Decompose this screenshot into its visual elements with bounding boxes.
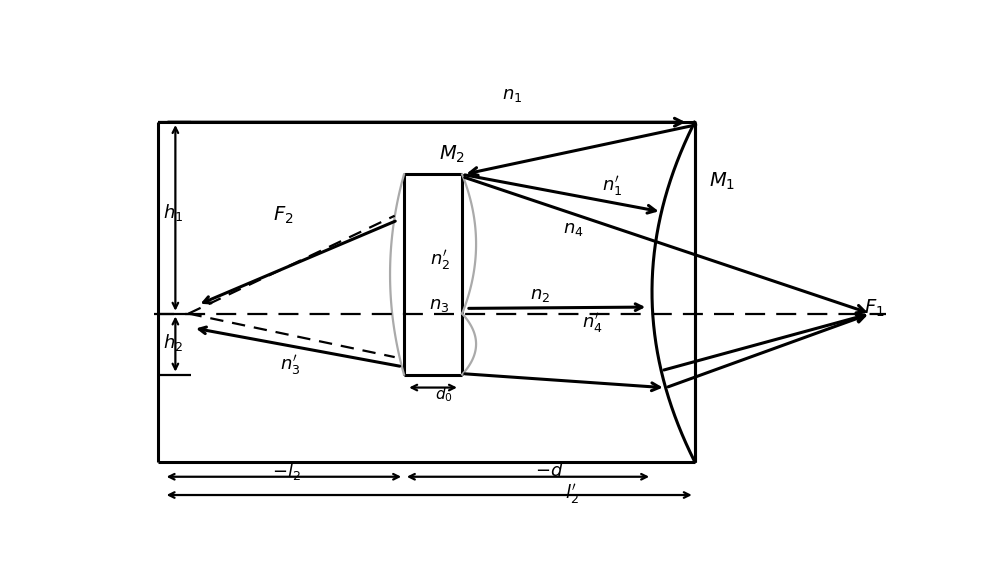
Text: $n_4'$: $n_4'$	[582, 311, 603, 335]
Text: $h_1$: $h_1$	[163, 202, 183, 223]
Text: $n_2'$: $n_2'$	[430, 248, 450, 272]
Text: $F_2$: $F_2$	[273, 205, 293, 227]
Text: $n_4$: $n_4$	[563, 220, 583, 238]
Text: $n_2$: $n_2$	[530, 286, 550, 304]
Text: $-l_2$: $-l_2$	[272, 460, 301, 481]
Text: $n_1'$: $n_1'$	[602, 174, 622, 198]
Text: $M_1$: $M_1$	[709, 171, 735, 193]
Text: $n_3$: $n_3$	[429, 296, 450, 314]
Text: $n_3'$: $n_3'$	[280, 353, 300, 376]
Text: $d_0$: $d_0$	[435, 385, 453, 405]
Text: $M_2$: $M_2$	[439, 144, 465, 166]
Text: $-d$: $-d$	[535, 462, 563, 480]
Text: $h_2$: $h_2$	[163, 332, 183, 353]
Text: $F_1$: $F_1$	[864, 298, 885, 319]
Text: $n_1$: $n_1$	[502, 86, 523, 104]
Text: $l_2'$: $l_2'$	[565, 482, 578, 506]
